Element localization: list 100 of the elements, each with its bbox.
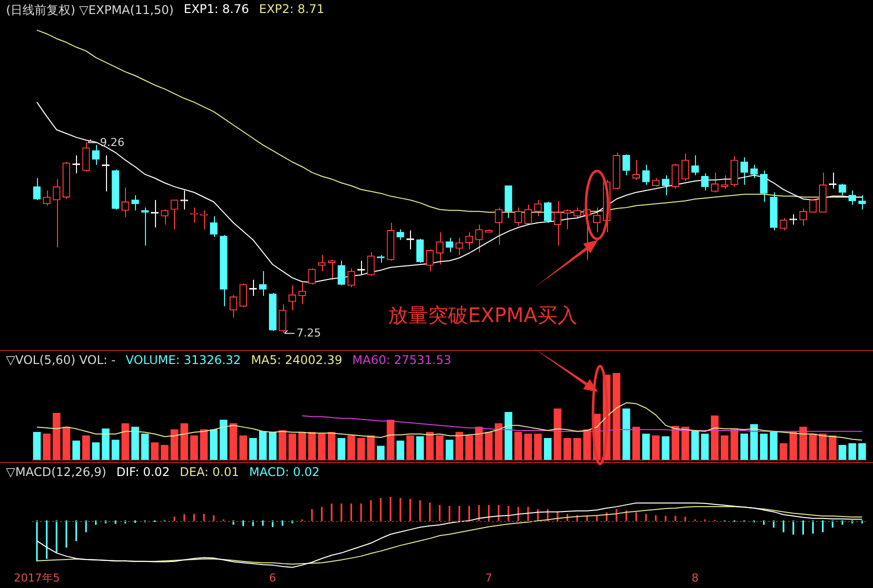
chart-title: (日线前复权) ▽EXPMA(11,50) [6,2,174,19]
bar [583,429,591,460]
candlestick [760,170,768,202]
bar [42,434,51,460]
bar [92,442,100,460]
candlestick [446,237,454,253]
candlestick [42,190,51,206]
annotation: 放量突破EXPMA买入 [388,302,578,329]
bar [573,438,582,460]
bar [150,442,159,460]
bar [259,431,267,460]
bar [338,438,346,460]
candlestick [573,207,582,219]
bar [406,435,414,460]
bar [131,426,139,460]
bar [455,432,464,460]
candlestick [750,164,758,179]
candlestick [131,194,139,211]
bar [484,432,493,460]
bar [681,426,690,460]
x-tick-label: 6 [269,571,276,584]
bar [662,436,670,460]
candlestick [338,260,346,286]
text: DEA: 0.01 [180,465,240,479]
bar [446,440,454,460]
bar [691,430,699,460]
annotation: 7.25 [296,326,321,340]
candlestick [691,154,699,176]
candlestick [416,238,424,264]
bar [544,438,552,460]
bar [230,423,238,460]
text: EXP2: 8.71 [258,2,324,18]
candlestick [259,270,267,296]
text: MA5: 24002.39 [250,353,342,367]
candlestick [278,304,286,334]
bar [848,443,856,460]
chart-title: ▽MACD(12,26,9) [6,465,106,479]
bar [436,435,444,460]
candlestick [710,172,719,193]
bar [494,423,502,460]
bar [799,426,807,460]
bar [220,420,228,460]
candlestick [681,152,690,182]
bar [760,434,768,460]
candlestick [672,163,680,190]
bar [318,434,326,460]
bar [504,412,512,460]
bar [190,435,198,460]
candlestick [82,142,90,172]
bar [170,429,178,460]
bar [701,434,709,460]
bar [465,435,473,460]
candlestick [465,232,473,250]
candlestick [230,294,238,318]
chart-title: ▽VOL(5,60) VOL: - [6,353,116,367]
bar [328,432,336,460]
candlestick [564,208,572,230]
bar [249,438,257,460]
bar [141,434,149,460]
candlestick [170,199,178,230]
candlestick [121,187,130,218]
bar [396,440,404,460]
bar [33,432,41,460]
bar [622,408,630,460]
bar [367,435,375,460]
bar [475,426,483,460]
candlestick [809,198,817,213]
bar [632,426,640,460]
bar [376,446,385,460]
candlestick [554,200,562,246]
bar [770,432,778,460]
bar [288,434,296,460]
text: DIF: 0.02 [116,465,170,479]
candlestick [730,156,738,188]
bar [564,438,572,460]
candlestick [33,178,41,200]
candlestick [367,252,375,276]
bar [239,435,248,460]
candlestick [534,199,542,217]
bar [750,424,758,460]
bar [308,432,316,460]
x-tick-label: 7 [485,571,492,584]
bar [62,426,70,460]
bar [524,434,532,460]
bar [642,434,650,460]
bar [102,428,110,460]
candlestick [494,207,502,246]
bar [112,440,120,460]
bar [809,434,817,460]
bar [652,435,660,460]
bar [534,434,542,460]
bar [612,373,620,460]
bar [180,423,188,460]
text: MACD: 0.02 [249,465,320,479]
candlestick [593,207,601,233]
bar [82,435,90,460]
bar [710,415,719,460]
candlestick [622,154,630,176]
bar [298,432,306,460]
bar [121,423,130,460]
